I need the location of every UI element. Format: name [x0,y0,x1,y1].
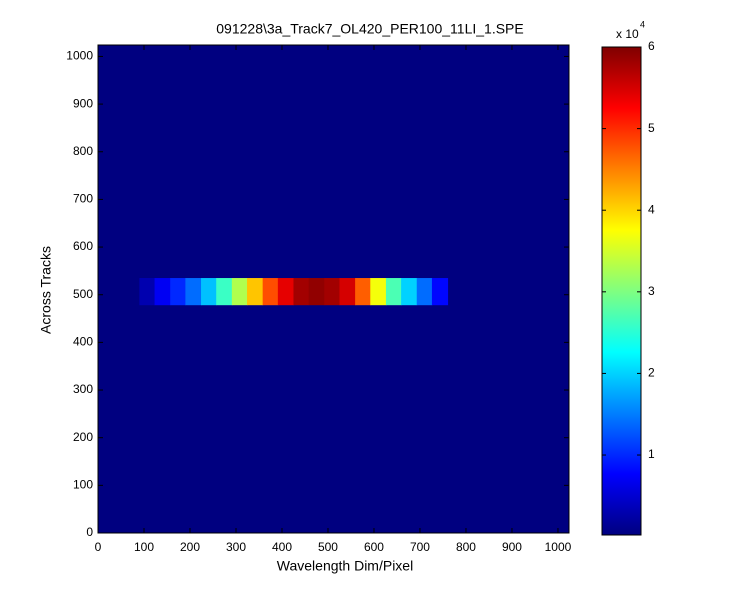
heatmap-cell [339,278,356,306]
x-tick-label: 400 [272,540,292,554]
y-tick-label: 400 [73,335,93,349]
y-tick-label: 1000 [66,49,93,63]
y-tick-label: 800 [73,144,93,158]
heatmap-cell [247,278,264,306]
y-tick-label: 300 [73,382,93,396]
heatmap-cell [170,278,186,306]
y-tick-label: 100 [73,478,93,492]
x-tick-label: 300 [226,540,246,554]
x-tick-label: 700 [410,540,430,554]
x-tick-label: 500 [318,540,338,554]
colorbar-tick-label: 3 [648,284,655,298]
colorbar-tick-label: 6 [648,39,655,53]
chart-title: 091228\3a_Track7_OL420_PER100_11LI_1.SPE [216,21,523,37]
colorbar-multiplier: x 10 [616,27,639,41]
heatmap-cell [277,278,294,306]
x-tick-label: 100 [134,540,154,554]
heatmap-cell [216,278,233,306]
heatmap-cell [293,278,310,306]
plot-frame [97,44,570,534]
heatmap-cell [324,278,340,306]
colorbar-tick-label: 2 [648,366,655,380]
x-tick-label: 800 [456,540,476,554]
y-tick-label: 700 [73,192,93,206]
heatmap-cell [231,278,248,306]
colorbar [601,46,642,536]
heatmap-cell [401,278,418,306]
x-tick-label: 200 [180,540,200,554]
heatmap-cell [262,278,279,306]
heatmap-cell [416,278,433,306]
heatmap-cell [154,278,171,306]
heatmap-cell [185,278,202,306]
heatmap-cell [201,278,217,306]
x-tick-label: 900 [502,540,522,554]
y-tick-label: 600 [73,239,93,253]
heatmap-cell [370,278,387,306]
colorbar-tick-label: 1 [648,447,655,461]
heatmap-cell [385,278,402,306]
y-tick-label: 900 [73,96,93,110]
x-tick-label: 0 [95,540,102,554]
x-axis-label: Wavelength Dim/Pixel [277,558,413,574]
heatmap-cell [355,278,371,306]
y-axis-label: Across Tracks [38,246,54,334]
y-tick-label: 200 [73,430,93,444]
heatmap-cell [308,278,325,306]
colorbar-tick-label: 4 [648,202,655,216]
x-tick-label: 600 [364,540,384,554]
y-tick-label: 0 [86,525,93,539]
colorbar-exponent: 4 [640,19,645,29]
x-tick-label: 1000 [545,540,572,554]
heatmap-cell [431,278,449,306]
heatmap-cell [139,278,156,306]
y-tick-label: 500 [73,287,93,301]
colorbar-tick-label: 5 [648,121,655,135]
